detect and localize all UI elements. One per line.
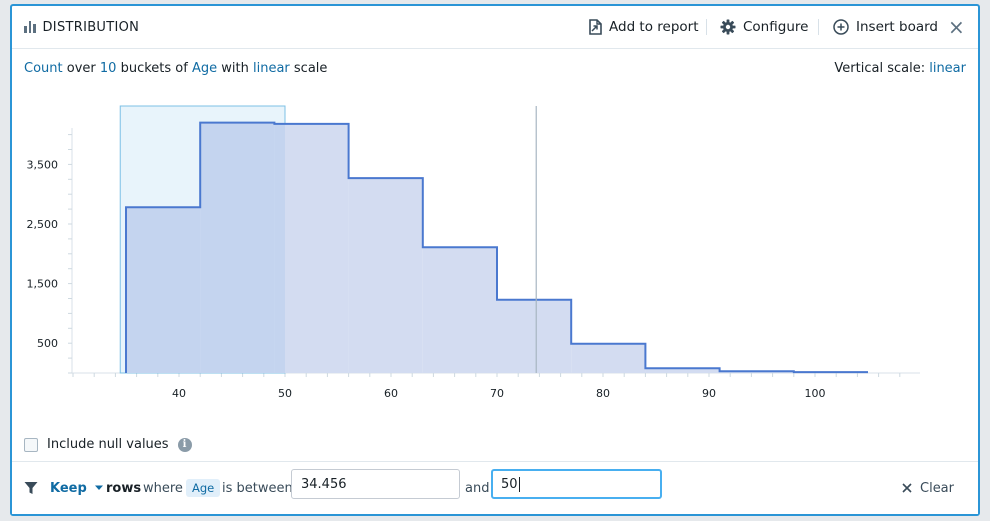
include-null-row[interactable]: Include null values i — [24, 437, 192, 452]
x-tick-label: 100 — [805, 387, 826, 400]
header-divider — [706, 19, 707, 35]
insert-board-label: Insert board — [856, 19, 938, 35]
histogram-bar-selected — [274, 123, 285, 373]
distribution-panel: DISTRIBUTION Add to report — [10, 4, 980, 516]
bar-chart-icon — [24, 21, 36, 33]
histogram-bar — [645, 368, 720, 373]
filter-text: and — [465, 480, 490, 496]
y-tick-label: 500 — [37, 337, 58, 350]
x-tick-label: 90 — [702, 387, 716, 400]
summary-text: scale — [293, 61, 328, 76]
histogram-bar — [571, 343, 646, 373]
histogram-bar — [497, 299, 572, 373]
add-circle-icon — [833, 19, 849, 35]
include-null-label: Include null values — [47, 437, 169, 452]
summary-text: buckets of — [120, 61, 188, 76]
gear-icon — [720, 19, 736, 35]
report-icon — [589, 19, 602, 35]
info-icon[interactable]: i — [177, 437, 192, 452]
insert-board-button[interactable]: Insert board — [833, 6, 938, 48]
bucket-count-selector[interactable]: 10 — [99, 61, 117, 76]
histogram-chart[interactable]: 500 1,500 2,500 3,500 40 50 60 70 80 90 100 — [12, 6, 978, 426]
filter-text: where — [143, 480, 183, 496]
x-tick-label: 40 — [172, 387, 186, 400]
x-tick-label: 70 — [490, 387, 504, 400]
y-tick-label: 2,500 — [27, 218, 59, 231]
max-value-input[interactable]: 50 — [491, 469, 662, 499]
close-icon — [902, 483, 912, 493]
x-tick-label: 80 — [596, 387, 610, 400]
histogram-bar-selected — [126, 207, 201, 373]
vertical-scale-selector[interactable]: linear — [929, 61, 966, 76]
min-value-input[interactable]: 34.456 — [291, 469, 460, 499]
histogram-bar-selected — [200, 122, 275, 374]
panel-header: DISTRIBUTION Add to report — [12, 6, 978, 49]
histogram-bar — [422, 247, 497, 373]
y-tick-label: 3,500 — [27, 158, 59, 171]
field-tag: Age — [186, 479, 221, 497]
summary-line: Count over 10 buckets of Age with linear… — [24, 61, 327, 76]
caret-down-icon — [94, 485, 103, 490]
filter-icon — [24, 462, 38, 514]
histogram-bar — [348, 178, 423, 373]
summary-text: with — [221, 61, 249, 76]
x-tick-label: 50 — [278, 387, 292, 400]
filter-text: rows — [106, 480, 142, 496]
text-cursor — [518, 476, 520, 492]
filter-text: is between — [222, 480, 293, 496]
clear-label: Clear — [920, 480, 954, 496]
close-icon[interactable]: × — [948, 15, 965, 39]
vertical-scale-label: Vertical scale: — [834, 61, 926, 76]
keep-dropdown[interactable]: Keep — [50, 462, 104, 514]
panel-title: DISTRIBUTION — [24, 6, 139, 48]
histogram-bar — [274, 123, 349, 373]
histogram-outline — [125, 121, 868, 374]
y-tick-label: 1,500 — [27, 278, 59, 291]
field-selector[interactable]: Age — [191, 61, 218, 76]
configure-button[interactable]: Configure — [720, 6, 808, 48]
summary-text: over — [66, 61, 96, 76]
scale-selector[interactable]: linear — [252, 61, 290, 76]
filter-bar: Keep rows where Age is between 34.456 an… — [12, 461, 978, 514]
add-to-report-button[interactable]: Add to report — [588, 6, 699, 48]
panel-title-text: DISTRIBUTION — [42, 19, 140, 35]
keep-label: Keep — [50, 480, 87, 496]
vertical-scale: Vertical scale: linear — [834, 61, 966, 76]
include-null-checkbox[interactable] — [24, 437, 38, 452]
add-to-report-label: Add to report — [609, 19, 699, 35]
x-tick-label: 60 — [384, 387, 398, 400]
configure-label: Configure — [743, 19, 809, 35]
clear-button[interactable]: Clear — [902, 462, 954, 514]
header-divider — [818, 19, 819, 35]
metric-selector[interactable]: Count — [24, 61, 63, 76]
